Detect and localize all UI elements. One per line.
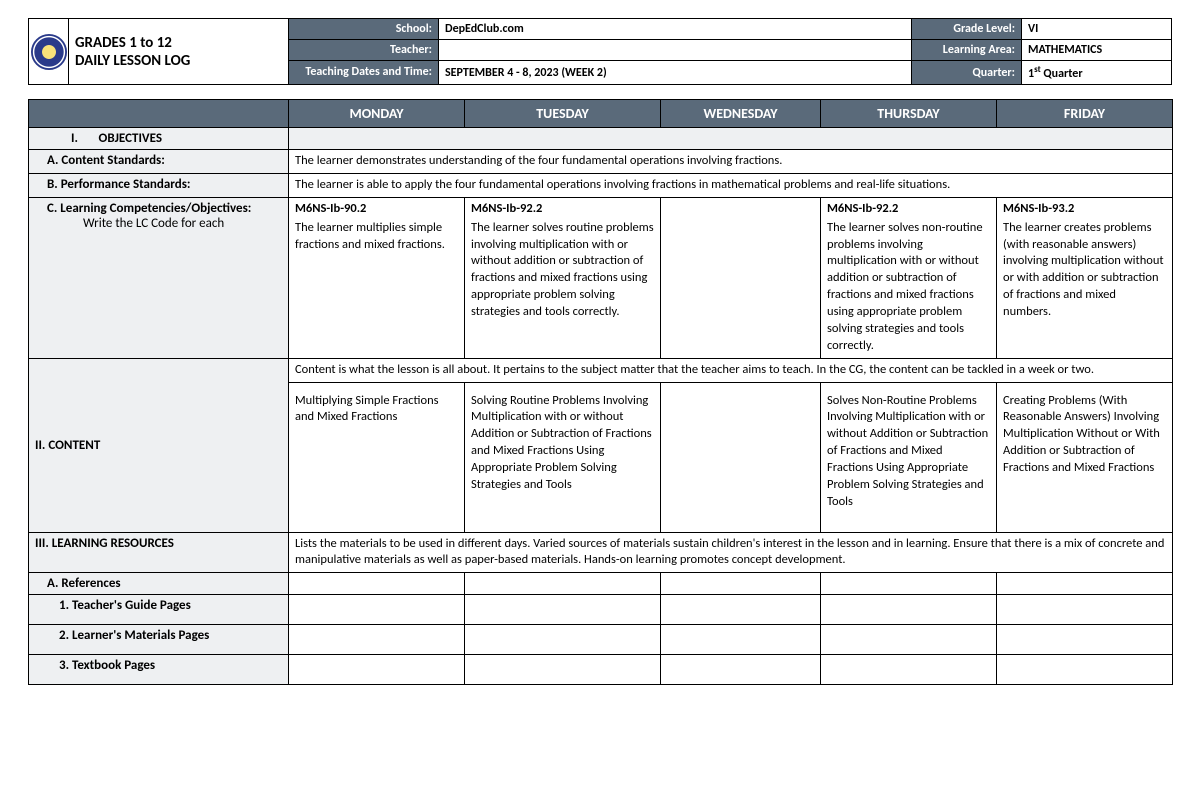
tg-wed xyxy=(661,595,821,625)
doc-title: GRADES 1 to 12 DAILY LESSON LOG xyxy=(69,19,289,85)
row-objectives: I. OBJECTIVES xyxy=(29,128,1173,150)
row-performance-standards: B. Performance Standards: The learner is… xyxy=(29,173,1173,197)
lesson-grid: MONDAY TUESDAY WEDNESDAY THURSDAY FRIDAY… xyxy=(28,99,1173,685)
content-std-text: The learner demonstrates understanding o… xyxy=(289,150,1173,174)
label-quarter: Quarter: xyxy=(912,61,1022,85)
row-teachers-guide: 1. Teacher's Guide Pages xyxy=(29,595,1173,625)
header-friday: FRIDAY xyxy=(997,100,1173,128)
title-line2: DAILY LESSON LOG xyxy=(75,52,190,70)
header-thursday: THURSDAY xyxy=(821,100,997,128)
label-perf-std: B. Performance Standards: xyxy=(29,173,289,197)
content-friday: Creating Problems (With Reasonable Answe… xyxy=(997,382,1173,532)
row-learning-competencies: C. Learning Competencies/Objectives: Wri… xyxy=(29,197,1173,358)
label-grade: Grade Level: xyxy=(912,19,1022,40)
lc-wednesday xyxy=(661,197,821,358)
label-teacher: Teacher: xyxy=(289,40,439,61)
tb-mon xyxy=(289,655,465,685)
refs-tue xyxy=(465,573,661,595)
label-dates: Teaching Dates and Time: xyxy=(289,61,439,85)
refs-thu xyxy=(821,573,997,595)
header-wednesday: WEDNESDAY xyxy=(661,100,821,128)
row-content-standards: A. Content Standards: The learner demons… xyxy=(29,150,1173,174)
lm-fri xyxy=(997,625,1173,655)
value-quarter: 1st Quarter xyxy=(1022,61,1172,85)
lm-tue xyxy=(465,625,661,655)
resources-note: Lists the materials to be used in differ… xyxy=(289,532,1173,573)
perf-std-text: The learner is able to apply the four fu… xyxy=(289,173,1173,197)
value-grade: VI xyxy=(1022,19,1172,40)
content-monday: Multiplying Simple Fractions and Mixed F… xyxy=(289,382,465,532)
row-textbook: 3. Textbook Pages xyxy=(29,655,1173,685)
lc-monday: M6NS-Ib-90.2 The learner multiplies simp… xyxy=(289,197,465,358)
header-monday: MONDAY xyxy=(289,100,465,128)
header-tuesday: TUESDAY xyxy=(465,100,661,128)
refs-mon xyxy=(289,573,465,595)
label-tb: 3. Textbook Pages xyxy=(29,655,289,685)
lc-friday: M6NS-Ib-93.2 The learner creates problem… xyxy=(997,197,1173,358)
tb-fri xyxy=(997,655,1173,685)
row-learners-materials: 2. Learner's Materials Pages xyxy=(29,625,1173,655)
content-wednesday xyxy=(661,382,821,532)
value-dates: SEPTEMBER 4 - 8, 2023 (WEEK 2) xyxy=(439,61,912,85)
content-note: Content is what the lesson is all about.… xyxy=(289,358,1173,382)
lm-wed xyxy=(661,625,821,655)
label-lm: 2. Learner's Materials Pages xyxy=(29,625,289,655)
title-line1: GRADES 1 to 12 xyxy=(75,34,172,52)
row-resources: III. LEARNING RESOURCES Lists the materi… xyxy=(29,532,1173,573)
lc-thursday: M6NS-Ib-92.2 The learner solves non-rout… xyxy=(821,197,997,358)
tg-tue xyxy=(465,595,661,625)
label-content: II. CONTENT xyxy=(29,358,289,532)
row-content-note: II. CONTENT Content is what the lesson i… xyxy=(29,358,1173,382)
label-resources: III. LEARNING RESOURCES xyxy=(29,532,289,573)
header-table: GRADES 1 to 12 DAILY LESSON LOG School: … xyxy=(28,18,1172,85)
label-tg: 1. Teacher's Guide Pages xyxy=(29,595,289,625)
label-objectives: I. OBJECTIVES xyxy=(29,128,289,150)
tg-mon xyxy=(289,595,465,625)
objectives-span xyxy=(289,128,1173,150)
refs-wed xyxy=(661,573,821,595)
label-references: A. References xyxy=(29,573,289,595)
label-content-std: A. Content Standards: xyxy=(29,150,289,174)
day-header-row: MONDAY TUESDAY WEDNESDAY THURSDAY FRIDAY xyxy=(29,100,1173,128)
label-lc: C. Learning Competencies/Objectives: Wri… xyxy=(29,197,289,358)
content-tuesday: Solving Routine Problems Involving Multi… xyxy=(465,382,661,532)
tg-fri xyxy=(997,595,1173,625)
lm-thu xyxy=(821,625,997,655)
tg-thu xyxy=(821,595,997,625)
row-references: A. References xyxy=(29,573,1173,595)
lc-tuesday: M6NS-Ib-92.2 The learner solves routine … xyxy=(465,197,661,358)
content-thursday: Solves Non-Routine Problems Involving Mu… xyxy=(821,382,997,532)
logo-cell xyxy=(29,19,69,85)
header-blank xyxy=(29,100,289,128)
deped-logo-icon xyxy=(31,34,67,70)
label-school: School: xyxy=(289,19,439,40)
value-teacher xyxy=(439,40,912,61)
label-area: Learning Area: xyxy=(912,40,1022,61)
lm-mon xyxy=(289,625,465,655)
tb-wed xyxy=(661,655,821,685)
refs-fri xyxy=(997,573,1173,595)
tb-tue xyxy=(465,655,661,685)
value-area: MATHEMATICS xyxy=(1022,40,1172,61)
tb-thu xyxy=(821,655,997,685)
value-school: DepEdClub.com xyxy=(439,19,912,40)
